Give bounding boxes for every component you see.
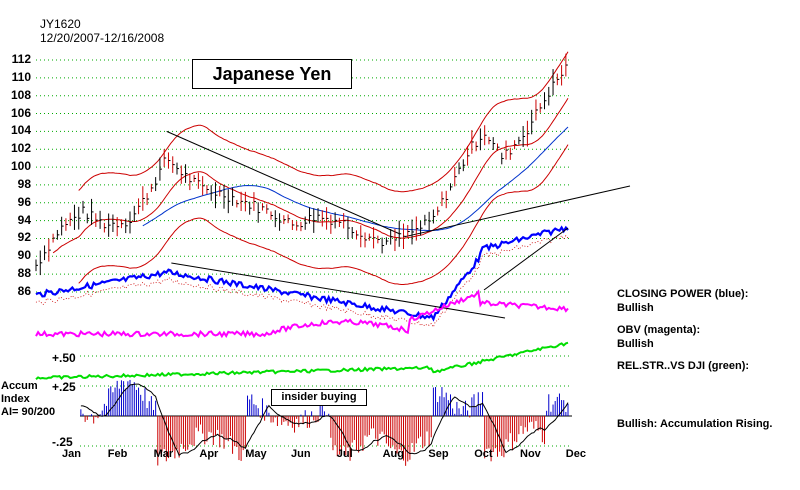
month-label: May xyxy=(245,448,267,460)
y-tick-label: 94 xyxy=(17,212,31,227)
month-label: Aug xyxy=(382,448,404,460)
closing-power-line xyxy=(35,225,569,322)
closing-power-label: CLOSING POWER (blue): xyxy=(617,288,749,300)
y-tick-label: 112 xyxy=(11,52,31,66)
support-trendline xyxy=(404,185,631,238)
date-range-label: 12/20/2007-12/16/2008 xyxy=(40,31,165,45)
y-tick-label: 102 xyxy=(10,141,31,156)
y-tick-label: 90 xyxy=(17,248,31,263)
y-tick-label: 106 xyxy=(10,105,31,120)
insider-buying-annotation: insider buying xyxy=(271,389,367,406)
ma21-line xyxy=(52,97,569,254)
month-label: Mar xyxy=(153,448,174,460)
symbol-label: JY1620 xyxy=(40,17,81,31)
ai-label: AI= 90/200 xyxy=(1,406,56,418)
relstr-line xyxy=(35,341,569,381)
chart-title: Japanese Yen xyxy=(192,59,352,89)
month-label: Jan xyxy=(62,448,81,460)
cp-trendline xyxy=(171,262,506,319)
accum-ma-line xyxy=(80,383,569,457)
obv-line xyxy=(35,289,569,339)
month-label: Jul xyxy=(336,448,353,460)
indicator-lines xyxy=(35,225,569,381)
y-tick-label: 110 xyxy=(11,69,31,84)
month-label: Dec xyxy=(565,448,586,460)
accum-tick-mid: +.25 xyxy=(52,380,76,394)
accum-tick-top: +.50 xyxy=(52,351,76,365)
month-label: Oct xyxy=(474,448,493,460)
closing-power-state: Bullish xyxy=(617,302,654,314)
price-gridlines xyxy=(36,59,572,293)
month-label: Sep xyxy=(428,448,449,460)
y-tick-label: 100 xyxy=(10,159,31,174)
y-tick-label: 88 xyxy=(17,266,31,281)
price-bars xyxy=(35,53,568,276)
lower-band xyxy=(78,144,569,285)
obv-label: OBV (magenta): xyxy=(617,324,701,336)
month-label: Nov xyxy=(520,448,541,460)
y-tick-label: 108 xyxy=(10,87,31,102)
y-tick-label: 96 xyxy=(17,194,31,209)
y-tick-label: 92 xyxy=(17,230,31,245)
accum-label: Accum xyxy=(1,380,38,392)
price-bands xyxy=(52,51,631,285)
y-tick-label: 104 xyxy=(10,123,31,138)
ma50-line xyxy=(142,126,569,232)
obv-state: Bullish xyxy=(617,338,654,350)
closing-power-ma xyxy=(35,234,569,329)
resistance-trendline xyxy=(166,130,401,235)
accumulation-histogram xyxy=(80,355,572,466)
month-label: Apr xyxy=(199,448,219,460)
month-label: Feb xyxy=(107,448,128,460)
bullish-note: Bullish: Accumulation Rising. xyxy=(617,418,773,430)
accum-tick-bottom: -.25 xyxy=(52,435,73,449)
y-tick-label: 86 xyxy=(17,284,31,298)
month-label: Jun xyxy=(291,448,311,460)
y-tick-label: 98 xyxy=(17,176,31,191)
relstr-label: REL.STR..VS DJI (green): xyxy=(617,360,750,372)
cp-support-trendline xyxy=(483,227,569,291)
index-label: Index xyxy=(1,393,30,405)
